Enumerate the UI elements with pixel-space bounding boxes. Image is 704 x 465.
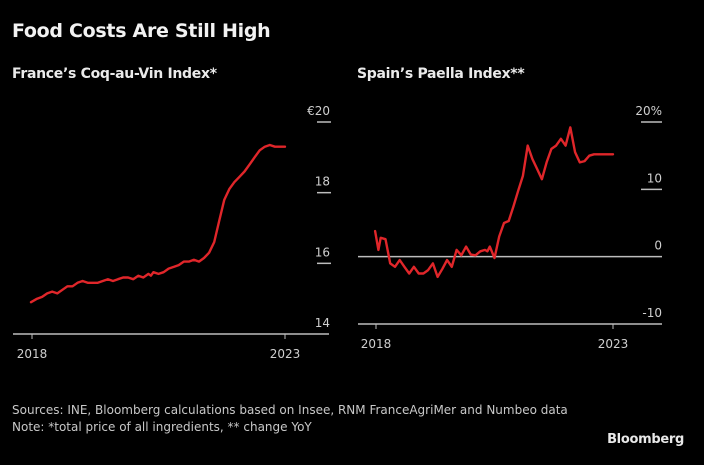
france-y-tick-label: 16 (315, 245, 330, 259)
france-x-ticks: 2018 2023 (17, 334, 301, 361)
bloomberg-logo: Bloomberg (607, 432, 684, 447)
france-y-ticks: 14 16 18 €20 (307, 104, 331, 330)
france-y-tick-label: 18 (315, 175, 330, 189)
france-coq-au-vin-line (29, 143, 287, 304)
spain-x-tick-label: 2023 (598, 337, 629, 351)
spain-paella-line (373, 126, 615, 279)
france-chart: 2018 2023 14 16 18 €20 (13, 104, 331, 361)
note-text: Note: *total price of all ingredients, *… (12, 420, 312, 434)
france-x-tick-label: 2023 (270, 347, 301, 361)
sources-text: Sources: INE, Bloomberg calculations bas… (12, 403, 568, 417)
spain-chart: 2018 2023 -10 0 10 20% (358, 104, 662, 351)
spain-y-tick-label: 20% (635, 104, 662, 118)
spain-chart-title: Spain’s Paella Index** (357, 66, 525, 82)
spain-y-tick-label: -10 (642, 306, 662, 320)
spain-x-tick-label: 2018 (361, 337, 392, 351)
footer-notes: Sources: INE, Bloomberg calculations bas… (12, 402, 572, 436)
chart-title: Food Costs Are Still High (12, 20, 271, 42)
spain-y-tick-label: 0 (654, 239, 662, 253)
france-y-tick-label: €20 (307, 104, 330, 118)
spain-x-ticks: 2018 2023 (361, 324, 629, 351)
spain-y-tick-label: 10 (647, 171, 662, 185)
france-y-tick-label: 14 (315, 316, 330, 330)
france-chart-title: France’s Coq-au-Vin Index* (12, 66, 217, 82)
france-x-tick-label: 2018 (17, 347, 48, 361)
charts-canvas: 2018 2023 14 16 18 €20 2018 2023 -10 0 10 20% (13, 104, 662, 361)
spain-y-ticks: -10 0 10 20% (635, 104, 662, 320)
